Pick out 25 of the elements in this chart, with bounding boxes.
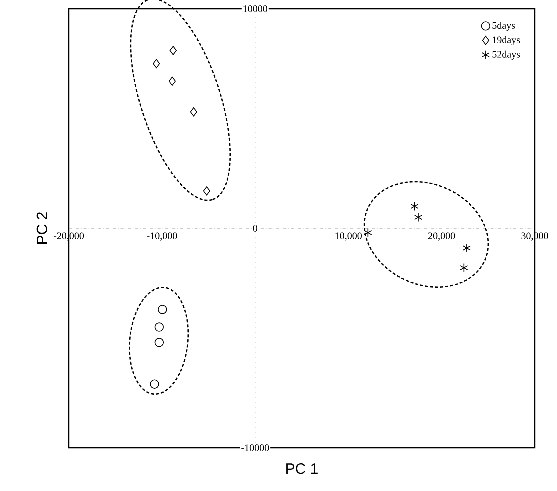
x-tick-label: -10,000 bbox=[147, 232, 178, 241]
y-tick-label: 10000 bbox=[244, 6, 268, 12]
point bbox=[150, 380, 160, 389]
legend-label: 19days bbox=[493, 36, 520, 46]
point bbox=[154, 338, 164, 348]
point bbox=[364, 228, 372, 238]
point bbox=[410, 202, 419, 212]
legend-label: 5days bbox=[492, 22, 516, 32]
y-tick-label: -10000 bbox=[242, 444, 270, 452]
point bbox=[168, 76, 176, 86]
y-tick-label: 0 bbox=[253, 225, 258, 232]
point bbox=[153, 59, 160, 68]
point bbox=[460, 263, 468, 273]
x-tick-label: 20,000 bbox=[428, 232, 456, 241]
y-axis-title: PC 2 bbox=[36, 212, 48, 244]
x-tick-label: 10,000 bbox=[336, 232, 362, 241]
point bbox=[462, 244, 471, 253]
point bbox=[154, 322, 164, 332]
point bbox=[414, 212, 423, 222]
point bbox=[170, 46, 177, 56]
point bbox=[158, 305, 168, 314]
x-axis-title: PC 1 bbox=[286, 464, 318, 474]
legend-label: 52days bbox=[492, 50, 520, 60]
point bbox=[203, 186, 210, 196]
point bbox=[190, 108, 198, 117]
